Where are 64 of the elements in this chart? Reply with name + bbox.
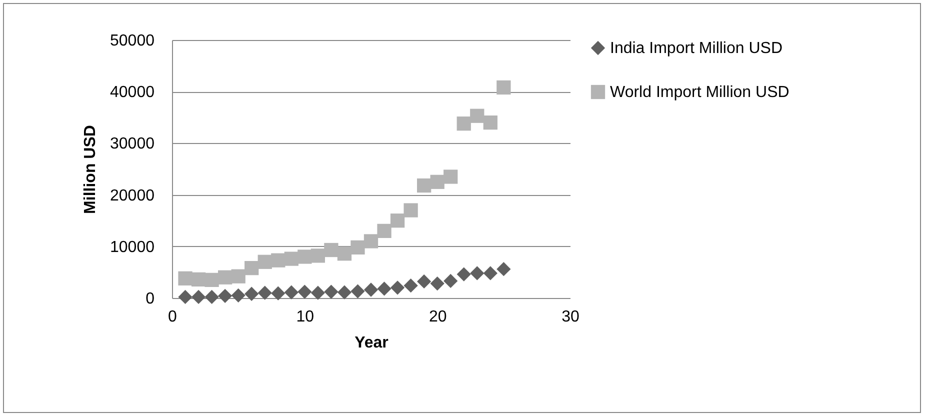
point — [178, 271, 192, 286]
point — [244, 286, 259, 301]
x-tick-label: 10 — [296, 308, 314, 326]
point — [271, 286, 286, 300]
point — [298, 250, 312, 264]
point — [218, 270, 232, 284]
x-axis-title: Year — [354, 334, 388, 352]
point — [444, 274, 458, 288]
legend-label: World Import Million USD — [610, 84, 790, 101]
point — [483, 115, 498, 130]
y-axis-title: Million USD — [82, 125, 100, 214]
point — [496, 262, 511, 276]
x-tick-label: 30 — [562, 308, 580, 326]
x-tick-label: 20 — [428, 308, 447, 326]
point — [298, 284, 312, 299]
point — [284, 252, 298, 266]
point — [350, 284, 365, 298]
y-tick-label: 0 — [146, 290, 155, 308]
point — [456, 267, 471, 282]
point — [470, 266, 484, 280]
point — [430, 174, 444, 189]
point — [377, 282, 392, 296]
point — [191, 272, 206, 286]
point — [231, 269, 246, 284]
point — [284, 285, 298, 300]
point — [456, 116, 471, 131]
point — [390, 214, 405, 228]
point — [258, 286, 272, 300]
point — [430, 276, 444, 291]
point — [310, 286, 326, 300]
point — [324, 284, 338, 299]
point — [244, 261, 259, 276]
y-tick-label: 50000 — [110, 32, 155, 50]
point — [204, 272, 219, 288]
point — [231, 288, 246, 302]
point — [310, 248, 326, 263]
point — [483, 266, 498, 280]
point — [404, 278, 418, 293]
point — [377, 224, 392, 238]
point — [444, 170, 458, 184]
point — [337, 285, 352, 300]
y-tick-label: 10000 — [110, 238, 155, 256]
legend-label: India Import Million USD — [610, 40, 782, 57]
point — [416, 274, 432, 289]
point — [204, 290, 219, 304]
y-tick-label: 20000 — [110, 187, 155, 204]
point — [404, 203, 418, 218]
y-tick-label: 40000 — [110, 84, 155, 102]
point — [470, 108, 484, 123]
y-tick-label: 30000 — [110, 136, 155, 153]
point — [337, 246, 352, 261]
point — [178, 290, 192, 304]
point — [350, 240, 365, 255]
point — [364, 282, 378, 297]
point — [364, 234, 378, 248]
point — [496, 80, 511, 95]
point — [416, 178, 432, 193]
point — [258, 254, 272, 269]
point — [324, 242, 338, 258]
x-tick-label: 0 — [168, 308, 178, 326]
point — [191, 290, 206, 304]
point — [271, 253, 286, 268]
point — [390, 280, 405, 295]
point — [218, 288, 232, 304]
